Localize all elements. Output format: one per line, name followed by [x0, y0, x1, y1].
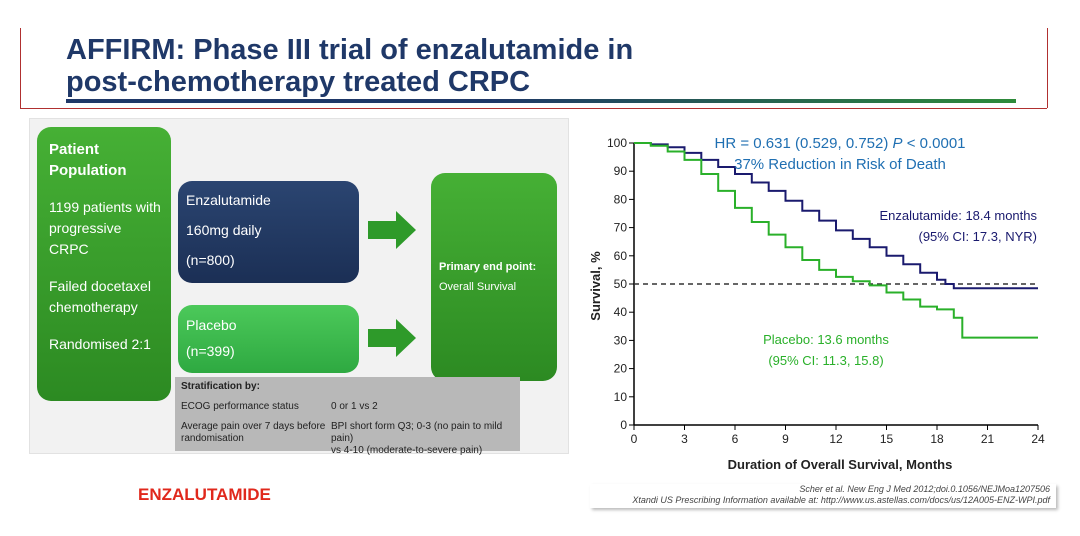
reference-line-2: Xtandi US Prescribing Information availa… — [632, 495, 1050, 505]
references-box: Scher et al. New Eng J Med 2012;doi.0.10… — [590, 484, 1056, 508]
risk-reduction-annotation: 37% Reduction in Risk of Death — [734, 156, 946, 173]
population-heading-line-2: Population — [49, 162, 127, 179]
y-tick-label: 10 — [614, 390, 628, 404]
arrow-right-icon — [368, 211, 416, 249]
stratification-row-2-value-line-2: vs 4-10 (moderate-to-severe pain) — [331, 445, 483, 456]
x-tick-label: 21 — [981, 432, 995, 446]
title-rule — [66, 99, 1016, 103]
slide-title-line-1: AFFIRM: Phase III trial of enzalutamide … — [66, 34, 634, 66]
enzalutamide-arm-n: (n=800) — [186, 252, 235, 268]
population-text-1-line-2: progressive — [49, 220, 122, 236]
y-tick-label: 100 — [607, 136, 627, 150]
y-tick-label: 90 — [614, 164, 628, 178]
enzalutamide-median-label: Enzalutamide: 18.4 months — [879, 208, 1037, 223]
y-tick-label: 50 — [614, 277, 628, 291]
x-tick-label: 0 — [631, 432, 638, 446]
title-base-line — [20, 108, 1047, 109]
y-tick-label: 60 — [614, 249, 628, 263]
brand-label: ENZALUTAMIDE — [138, 485, 271, 504]
y-tick-label: 0 — [620, 418, 627, 432]
population-text-2-line-2: chemotherapy — [49, 299, 138, 315]
y-tick-label: 70 — [614, 221, 628, 235]
enzalutamide-ci-label: (95% CI: 17.3, NYR) — [919, 229, 1038, 244]
arrow-right-icon — [368, 319, 416, 357]
stratification-row-1-label: ECOG performance status — [181, 401, 299, 412]
stratification-row-1-value: 0 or 1 vs 2 — [331, 401, 378, 412]
population-heading-line-1: Patient — [49, 141, 100, 158]
x-tick-label: 9 — [782, 432, 789, 446]
stratification-heading: Stratification by: — [181, 381, 260, 392]
y-tick-label: 20 — [614, 362, 628, 376]
enzalutamide-arm-name: Enzalutamide — [186, 192, 271, 208]
stratification-row-2-value: BPI short form Q3; 0-3 (no pain to mild … — [331, 421, 520, 457]
y-tick-label: 80 — [614, 192, 628, 206]
x-tick-label: 24 — [1031, 432, 1045, 446]
slide-title: AFFIRM: Phase III trial of enzalutamide … — [66, 34, 633, 98]
stratification-row-2-value-line-1: BPI short form Q3; 0-3 (no pain to mild … — [331, 421, 503, 444]
y-tick-label: 40 — [614, 305, 628, 319]
placebo-median-label: Placebo: 13.6 months — [763, 332, 889, 347]
series-line-placebo — [634, 142, 1038, 339]
stratification-box: Stratification by: ECOG performance stat… — [175, 377, 520, 456]
y-tick-label: 30 — [614, 333, 628, 347]
enzalutamide-arm-dose: 160mg daily — [186, 222, 262, 238]
stratification-row-2-label-line-2: randomisation — [181, 433, 244, 444]
enzalutamide-arm-box: Enzalutamide 160mg daily (n=800) — [178, 181, 359, 283]
hr-annotation: HR = 0.631 (0.529, 0.752) P < 0.0001 — [714, 135, 965, 152]
population-text-1-line-1: 1199 patients with — [49, 199, 161, 215]
population-text-2-line-1: Failed docetaxel — [49, 278, 151, 294]
x-tick-label: 3 — [681, 432, 688, 446]
placebo-arm-n: (n=399) — [186, 343, 235, 359]
population-text-1-line-3: CRPC — [49, 241, 89, 257]
series-line-enzalutamide — [634, 142, 1038, 290]
x-tick-label: 15 — [880, 432, 894, 446]
title-frame — [20, 28, 1048, 108]
slide-title-line-2: post-chemotherapy treated CRPC — [66, 66, 531, 98]
placebo-arm-name: Placebo — [186, 317, 237, 333]
reference-line-1: Scher et al. New Eng J Med 2012;doi.0.10… — [799, 484, 1050, 494]
primary-endpoint-box: Primary end point: Overall Survival — [431, 173, 557, 381]
stratification-row-2-label: Average pain over 7 days before randomis… — [181, 421, 325, 445]
endpoint-value: Overall Survival — [439, 281, 517, 293]
trial-design-panel: Patient Population 1199 patients with pr… — [29, 118, 569, 456]
y-axis-label: Survival, % — [588, 251, 603, 321]
x-tick-label: 6 — [732, 432, 739, 446]
placebo-arm-box: Placebo (n=399) — [178, 305, 359, 373]
x-axis-label: Duration of Overall Survival, Months — [728, 457, 953, 472]
stratification-row-2-label-line-1: Average pain over 7 days before — [181, 421, 326, 432]
x-tick-label: 18 — [930, 432, 944, 446]
patient-population-box: Patient Population 1199 patients with pr… — [37, 127, 171, 401]
x-tick-label: 12 — [829, 432, 843, 446]
placebo-ci-label: (95% CI: 11.3, 15.8) — [768, 353, 883, 368]
endpoint-heading: Primary end point: — [439, 261, 537, 273]
survival-chart: 0 10 20 30 40 50 60 70 80 90 100 0 3 6 9 12 15 18 21 24 HR … — [588, 135, 1045, 472]
population-text-3: Randomised 2:1 — [49, 336, 151, 352]
